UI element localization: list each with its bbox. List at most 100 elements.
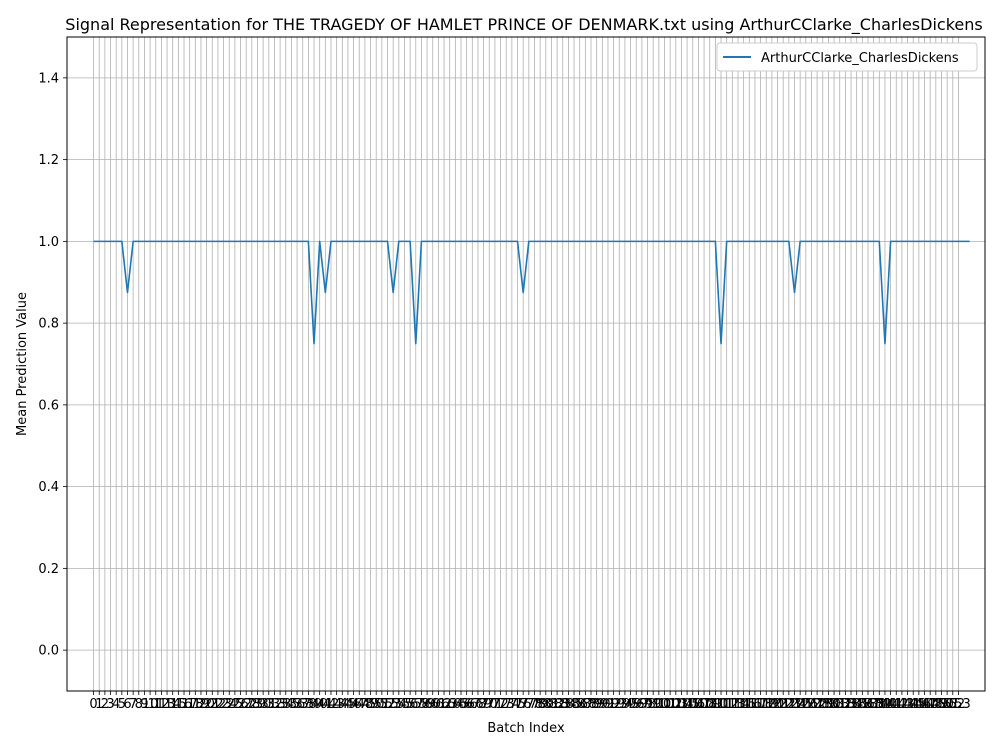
x-tick-label: 101 <box>652 697 677 712</box>
x-tick-label: 40 <box>311 697 328 712</box>
x-tick-label: 138 <box>861 697 886 712</box>
x-tick-label: 23 <box>215 697 232 712</box>
x-tick-label: 135 <box>844 697 869 712</box>
x-tick-label: 100 <box>646 697 671 712</box>
x-tick-label: 4 <box>112 697 120 712</box>
x-tick-label: 87 <box>577 697 594 712</box>
x-tick-label: 89 <box>588 697 605 712</box>
x-tick-label: 70 <box>481 697 498 712</box>
x-tick-label: 3 <box>106 697 114 712</box>
x-tick-label: 125 <box>788 697 813 712</box>
y-tick-label: 0.2 <box>38 562 59 577</box>
y-tick-label: 1.2 <box>38 153 59 168</box>
x-tick-label: 20 <box>198 697 215 712</box>
x-tick-label: 75 <box>509 697 526 712</box>
x-tick-label: 59 <box>419 697 436 712</box>
x-tick-label: 143 <box>889 697 914 712</box>
x-tick-label: 79 <box>532 697 549 712</box>
x-tick-label: 91 <box>600 697 617 712</box>
y-tick-label: 0.4 <box>38 480 59 495</box>
x-tick-label: 18 <box>187 697 204 712</box>
x-tick-label: 62 <box>436 697 453 712</box>
legend-box <box>716 42 978 72</box>
x-tick-label: 69 <box>475 697 492 712</box>
x-tick-label: 134 <box>839 697 864 712</box>
x-tick-label: 33 <box>272 697 289 712</box>
x-tick-label: 129 <box>810 697 835 712</box>
x-tick-label: 95 <box>622 697 639 712</box>
x-tick-label: 7 <box>129 697 137 712</box>
x-tick-label: 118 <box>748 697 773 712</box>
x-tick-label: 51 <box>374 697 391 712</box>
x-tick-label: 114 <box>726 697 751 712</box>
x-tick-label: 124 <box>782 697 807 712</box>
x-tick-label: 14 <box>164 697 181 712</box>
x-tick-label: 25 <box>227 697 244 712</box>
x-tick-label: 84 <box>560 697 577 712</box>
x-tick-label: 148 <box>918 697 943 712</box>
x-tick-label: 8 <box>135 697 143 712</box>
x-tick-label: 142 <box>884 697 909 712</box>
x-tick-label: 97 <box>634 697 651 712</box>
x-tick-label: 83 <box>554 697 571 712</box>
x-tick-label: 28 <box>244 697 261 712</box>
x-tick-label: 32 <box>266 697 283 712</box>
x-tick-label: 35 <box>283 697 300 712</box>
x-tick-label: 109 <box>697 697 722 712</box>
x-tick-label: 2 <box>101 697 109 712</box>
x-tick-label: 99 <box>645 697 662 712</box>
x-tick-label: 130 <box>816 697 841 712</box>
x-tick-label: 53 <box>385 697 402 712</box>
x-tick-label: 152 <box>940 697 965 712</box>
x-tick-label: 42 <box>323 697 340 712</box>
x-tick-label: 17 <box>181 697 198 712</box>
x-tick-label: 147 <box>912 697 937 712</box>
x-tick-label: 88 <box>583 697 600 712</box>
x-tick-label: 9 <box>140 697 148 712</box>
x-tick-label: 61 <box>430 697 447 712</box>
x-tick-label: 126 <box>793 697 818 712</box>
x-tick-label: 57 <box>407 697 424 712</box>
x-tick-label: 58 <box>413 697 430 712</box>
x-tick-label: 128 <box>805 697 830 712</box>
x-tick-label: 15 <box>170 697 187 712</box>
y-tick-label: 0.6 <box>38 398 59 413</box>
x-tick-label: 116 <box>737 697 762 712</box>
x-tick-label: 106 <box>680 697 705 712</box>
x-tick-label: 77 <box>521 697 538 712</box>
x-tick-label: 94 <box>617 697 634 712</box>
x-tick-label: 34 <box>277 697 294 712</box>
x-tick-label: 26 <box>232 697 249 712</box>
legend-label: ArthurCClarke_CharlesDickens <box>761 51 959 66</box>
x-tick-label: 119 <box>754 697 779 712</box>
x-tick-label: 72 <box>492 697 509 712</box>
x-tick-label: 76 <box>515 697 532 712</box>
x-tick-label: 86 <box>571 697 588 712</box>
x-tick-label: 67 <box>464 697 481 712</box>
x-tick-label: 113 <box>720 697 745 712</box>
x-tick-label: 110 <box>703 697 728 712</box>
legend: ArthurCClarke_CharlesDickens <box>716 42 978 72</box>
y-tick-label: 0.0 <box>38 644 59 659</box>
x-tick-label: 68 <box>470 697 487 712</box>
x-tick-label: 141 <box>878 697 903 712</box>
x-tick-label: 37 <box>294 697 311 712</box>
x-tick-label: 52 <box>379 697 396 712</box>
x-tick-label: 131 <box>822 697 847 712</box>
x-tick-label: 71 <box>487 697 504 712</box>
x-tick-label: 63 <box>441 697 458 712</box>
x-tick-label: 27 <box>238 697 255 712</box>
x-tick-label: 120 <box>759 697 784 712</box>
x-tick-label: 56 <box>402 697 419 712</box>
x-tick-label: 54 <box>391 697 408 712</box>
x-axis-label: Batch Index <box>487 721 565 736</box>
x-tick-label: 104 <box>669 697 694 712</box>
x-tick-label: 115 <box>731 697 756 712</box>
x-tick-label: 16 <box>176 697 193 712</box>
x-tick-label: 105 <box>675 697 700 712</box>
x-tick-label: 93 <box>611 697 628 712</box>
x-tick-label: 85 <box>566 697 583 712</box>
x-tick-label: 29 <box>249 697 266 712</box>
x-tick-label: 39 <box>306 697 323 712</box>
